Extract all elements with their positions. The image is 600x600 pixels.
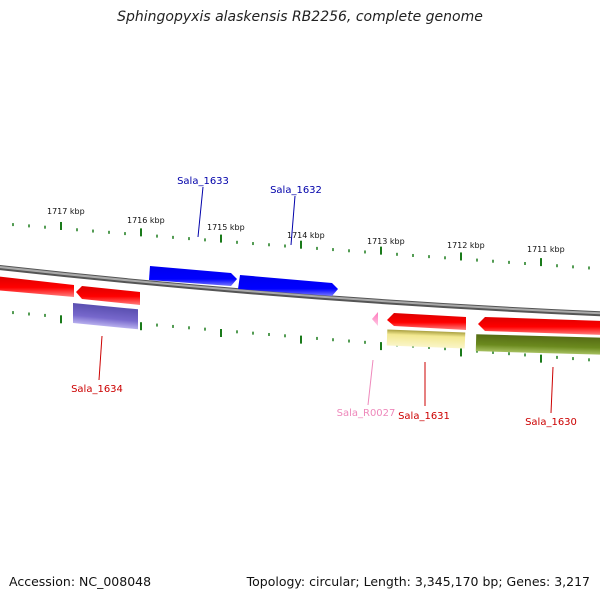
kbp-label-1711: 1711 kbp (527, 245, 565, 254)
leader-lines (98, 186, 554, 414)
gene-sala-r0027[interactable] (372, 312, 378, 326)
kbp-label-1716: 1716 kbp (127, 216, 165, 225)
kbp-label-1713: 1713 kbp (367, 237, 405, 246)
kbp-label-1714: 1714 kbp (287, 231, 325, 240)
gene-sala-1632[interactable] (238, 275, 338, 296)
gene-sala-1634-arrow[interactable] (76, 286, 140, 305)
gene-label-sala-1633[interactable]: Sala_1633 (177, 176, 229, 187)
genome-title: Sphingopyxis alaskensis RB2256, complete… (117, 9, 483, 25)
kbp-labels: 1717 kbp 1716 kbp 1715 kbp 1714 kbp 1713… (47, 207, 565, 254)
gene-label-sala-r0027[interactable]: Sala_R0027 (337, 408, 396, 419)
feature-sala-1630[interactable] (475, 334, 600, 355)
gene-sala-1631[interactable] (387, 313, 466, 330)
gene-label-sala-1631[interactable]: Sala_1631 (398, 411, 450, 422)
accession-text: Accession: NC_008048 (9, 574, 152, 589)
gene-sala-1630[interactable] (478, 317, 600, 335)
kbp-label-1717: 1717 kbp (47, 207, 85, 216)
top-tick-ruler (12, 221, 590, 270)
gene-label-sala-1634[interactable]: Sala_1634 (71, 384, 123, 395)
gene-label-sala-1632[interactable]: Sala_1632 (270, 185, 322, 196)
kbp-label-1712: 1712 kbp (447, 241, 485, 250)
gene-label-sala-1630[interactable]: Sala_1630 (525, 417, 577, 428)
feature-sala-1634[interactable] (73, 303, 138, 330)
gene-sala-1633[interactable] (149, 266, 237, 286)
feature-sala-1631[interactable] (386, 329, 466, 349)
topology-text: Topology: circular; Length: 3,345,170 bp… (246, 574, 590, 589)
kbp-label-1715: 1715 kbp (207, 223, 245, 232)
gene-sala-1635[interactable] (0, 276, 74, 297)
